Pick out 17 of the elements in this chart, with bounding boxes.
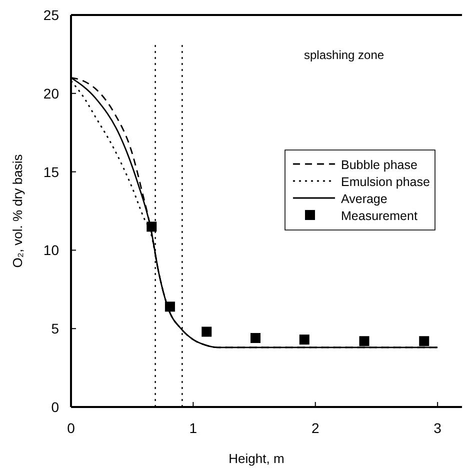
x-axis-title: Height, m <box>228 451 284 466</box>
y-tick-label: 20 <box>43 85 60 102</box>
y-axis-title: O₂, vol. % dry basis <box>10 154 25 268</box>
y-tick-label: 15 <box>43 164 60 180</box>
x-tick-label: 0 <box>67 420 76 436</box>
x-tick-label: 3 <box>434 420 442 436</box>
annotation: splashing zone <box>304 48 384 62</box>
x-tick-label: 1 <box>189 420 198 436</box>
legend-label: Measurement <box>341 209 418 223</box>
y-tick-label: 25 <box>43 7 60 23</box>
y-tick-label: 10 <box>43 242 60 258</box>
legend-label: Average <box>341 192 388 206</box>
legend-label: Bubble phase <box>341 158 418 172</box>
y-tick-label: 0 <box>51 399 60 415</box>
y-tick-label: 5 <box>51 320 60 337</box>
legend-label: Emulsion phase <box>341 175 430 189</box>
x-tick-label: 2 <box>311 420 320 436</box>
